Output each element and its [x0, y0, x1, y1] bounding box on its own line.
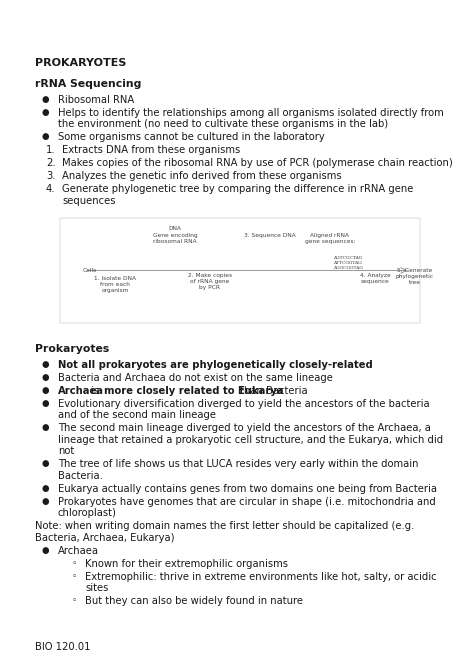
Text: The tree of life shows us that LUCA resides very early within the domain: The tree of life shows us that LUCA resi…: [58, 460, 419, 469]
Text: more closely related to Eukarya: more closely related to Eukarya: [104, 386, 284, 396]
Text: Bacteria, Archaea, Eukarya): Bacteria, Archaea, Eukarya): [35, 533, 174, 543]
Text: ●: ●: [42, 423, 49, 432]
Text: ATTCGGTAG: ATTCGGTAG: [333, 261, 362, 265]
Bar: [60, 218, 420, 323]
Text: 2. Make copies
of rRNA gene
by PCR: 2. Make copies of rRNA gene by PCR: [188, 273, 232, 290]
Text: Some organisms cannot be cultured in the laboratory: Some organisms cannot be cultured in the…: [58, 132, 325, 142]
Text: is: is: [88, 386, 102, 396]
Text: ●: ●: [42, 108, 49, 117]
Text: Bacteria and Archaea do not exist on the same lineage: Bacteria and Archaea do not exist on the…: [58, 373, 333, 383]
Text: ●: ●: [42, 360, 49, 369]
Text: Makes copies of the ribosomal RNA by use of PCR (polymerase chain reaction): Makes copies of the ribosomal RNA by use…: [62, 159, 453, 169]
Text: Note: when writing domain names the first letter should be capitalized (e.g.: Note: when writing domain names the firs…: [35, 521, 414, 531]
Text: 3.: 3.: [46, 171, 55, 181]
Text: 1.: 1.: [46, 145, 55, 155]
Text: But they can also be widely found in nature: But they can also be widely found in nat…: [85, 596, 303, 606]
Text: The second main lineage diverged to yield the ancestors of the Archaea, a: The second main lineage diverged to yiel…: [58, 423, 431, 434]
Text: Helps to identify the relationships among all organisms isolated directly from: Helps to identify the relationships amon…: [58, 108, 444, 118]
Text: Extracts DNA from these organisms: Extracts DNA from these organisms: [62, 145, 240, 155]
Text: than Bacteria: than Bacteria: [237, 386, 308, 396]
Text: Cells: Cells: [83, 268, 97, 273]
Text: ●: ●: [42, 546, 49, 555]
Text: 1. Isolate DNA
from each
organism: 1. Isolate DNA from each organism: [94, 276, 136, 292]
Text: ●: ●: [42, 132, 49, 141]
Text: AGGCGGTAG: AGGCGGTAG: [333, 266, 363, 270]
Text: ●: ●: [42, 399, 49, 408]
Text: Evolutionary diversification diverged to yield the ancestors of the bacteria: Evolutionary diversification diverged to…: [58, 399, 429, 409]
Text: DNA: DNA: [168, 226, 182, 231]
Text: 5. Generate
phylogenetic
tree: 5. Generate phylogenetic tree: [396, 268, 434, 284]
Text: Bacteria.: Bacteria.: [58, 471, 103, 481]
Text: the environment (no need to cultivate these organisms in the lab): the environment (no need to cultivate th…: [58, 119, 388, 129]
Text: Known for their extremophilic organisms: Known for their extremophilic organisms: [85, 559, 288, 569]
Text: lineage that retained a prokaryotic cell structure, and the Eukarya, which did: lineage that retained a prokaryotic cell…: [58, 435, 443, 445]
Text: Extremophilic: thrive in extreme environments like hot, salty, or acidic: Extremophilic: thrive in extreme environ…: [85, 572, 437, 582]
Text: 4.: 4.: [46, 184, 55, 194]
Text: 2.: 2.: [46, 159, 55, 169]
Text: Ribosomal RNA: Ribosomal RNA: [58, 95, 134, 105]
Text: ●: ●: [42, 95, 49, 104]
Text: chloroplast): chloroplast): [58, 508, 117, 518]
Text: and of the second main lineage: and of the second main lineage: [58, 410, 216, 420]
Text: 3. Sequence DNA: 3. Sequence DNA: [244, 233, 296, 238]
Text: ●: ●: [42, 484, 49, 493]
Text: BIO 120.01: BIO 120.01: [35, 642, 91, 652]
Text: Not all prokaryotes are phylogenetically closely-related: Not all prokaryotes are phylogenetically…: [58, 360, 373, 370]
Text: not: not: [58, 446, 74, 456]
Text: Aligned rRNA
gene sequences:: Aligned rRNA gene sequences:: [305, 233, 356, 244]
Text: Prokaryotes have genomes that are circular in shape (i.e. mitochondria and: Prokaryotes have genomes that are circul…: [58, 497, 436, 507]
Text: Archaea: Archaea: [58, 386, 104, 396]
Text: Analyzes the genetic info derived from these organisms: Analyzes the genetic info derived from t…: [62, 171, 342, 181]
Text: ◦: ◦: [72, 596, 78, 605]
Text: ●: ●: [42, 460, 49, 468]
Text: sites: sites: [85, 583, 109, 593]
Text: Generate phylogenetic tree by comparing the difference in rRNA gene: Generate phylogenetic tree by comparing …: [62, 184, 413, 194]
Text: ◦: ◦: [72, 559, 78, 568]
Text: Archaea: Archaea: [58, 546, 99, 556]
Text: 4. Analyze
sequence: 4. Analyze sequence: [360, 273, 391, 284]
Text: Eukarya actually contains genes from two domains one being from Bacteria: Eukarya actually contains genes from two…: [58, 484, 437, 494]
Text: ●: ●: [42, 373, 49, 382]
Text: ●: ●: [42, 386, 49, 395]
Text: ●: ●: [42, 497, 49, 506]
Text: Prokaryotes: Prokaryotes: [35, 344, 109, 354]
Text: rRNA Sequencing: rRNA Sequencing: [35, 79, 141, 89]
Text: ◦: ◦: [72, 572, 78, 581]
Text: AGTCGCTAG: AGTCGCTAG: [333, 256, 362, 260]
Text: sequences: sequences: [62, 196, 116, 206]
Text: PROKARYOTES: PROKARYOTES: [35, 58, 127, 68]
Text: Gene encoding
ribosomal RNA: Gene encoding ribosomal RNA: [153, 233, 197, 244]
